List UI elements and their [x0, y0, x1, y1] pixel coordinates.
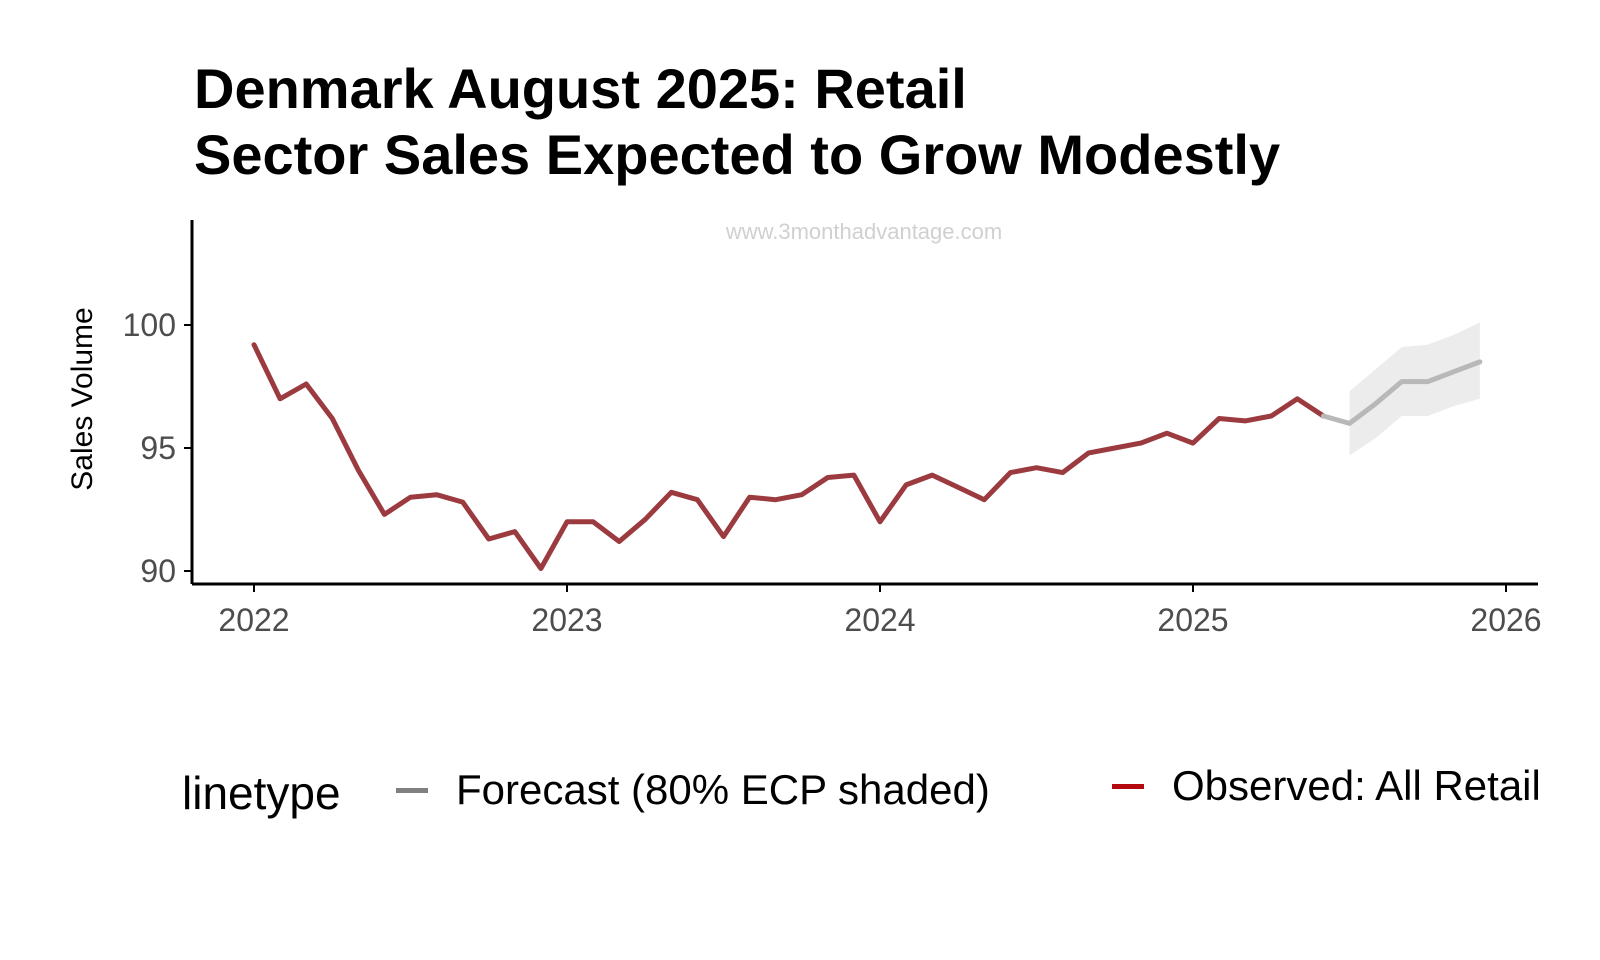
legend-label-forecast: Forecast (80% ECP shaded): [456, 766, 990, 813]
legend-item-observed: Observed: All Retail: [1112, 762, 1541, 810]
y-tick-label: 95: [140, 430, 176, 466]
x-tick-label: 2025: [1157, 602, 1228, 638]
observed-series-line: [251, 342, 1326, 571]
y-axis-label: Sales Volume: [66, 307, 99, 490]
forecast-band: [1349, 322, 1480, 456]
legend-key-observed: [1112, 783, 1144, 789]
x-tick-label: 2026: [1470, 602, 1541, 638]
watermark: www.3monthadvantage.com: [725, 219, 1002, 244]
y-tick-label: 90: [140, 553, 176, 589]
chart-title: Denmark August 2025: Retail Sector Sales…: [194, 56, 1280, 188]
chart-title-line-1: Denmark August 2025: Retail: [194, 57, 967, 120]
legend-title: linetype: [182, 767, 341, 819]
forecast-series-line: [1320, 359, 1483, 426]
y-tick-label: 100: [123, 307, 176, 343]
x-tick-label: 2022: [218, 602, 289, 638]
chart-title-line-2: Sector Sales Expected to Grow Modestly: [194, 123, 1281, 186]
legend-key-forecast: [396, 787, 428, 793]
x-tick-label: 2023: [531, 602, 602, 638]
legend-label-observed: Observed: All Retail: [1172, 762, 1541, 809]
legend-item-forecast: Forecast (80% ECP shaded): [396, 766, 990, 814]
x-tick-label: 2024: [844, 602, 915, 638]
plot-area: 2022 2023 2024 2025 2026 90 95 100: [123, 220, 1542, 638]
